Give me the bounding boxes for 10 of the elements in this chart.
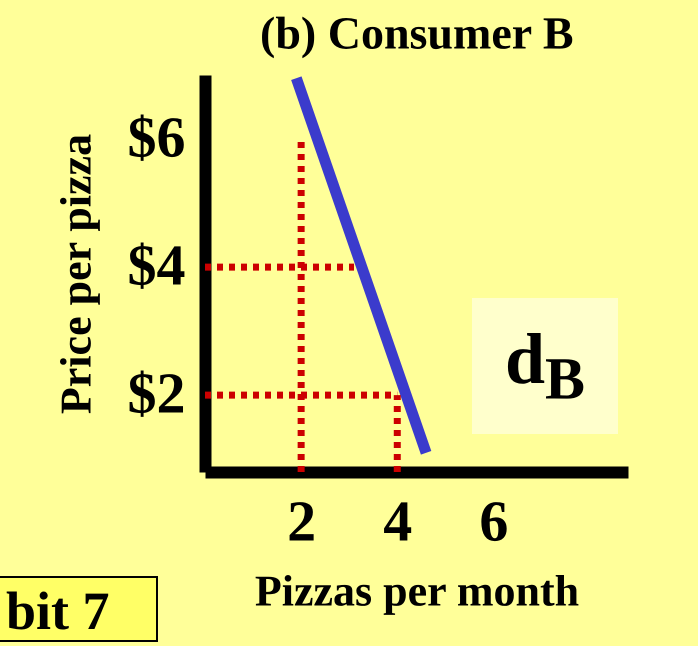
- x-tick-label: 2: [287, 488, 316, 554]
- chart-title: (b) Consumer B: [260, 8, 574, 59]
- y-tick-label: $2: [128, 360, 186, 426]
- y-tick-label: $6: [128, 104, 186, 170]
- x-tick-label: 4: [383, 488, 412, 554]
- x-tick-label: 6: [479, 488, 508, 554]
- x-axis-title: Pizzas per month: [254, 566, 580, 616]
- y-tick-label: $4: [128, 232, 186, 298]
- annotation: d$_{B}$: [504, 318, 586, 414]
- y-axis-title: Price per pizza: [52, 134, 100, 414]
